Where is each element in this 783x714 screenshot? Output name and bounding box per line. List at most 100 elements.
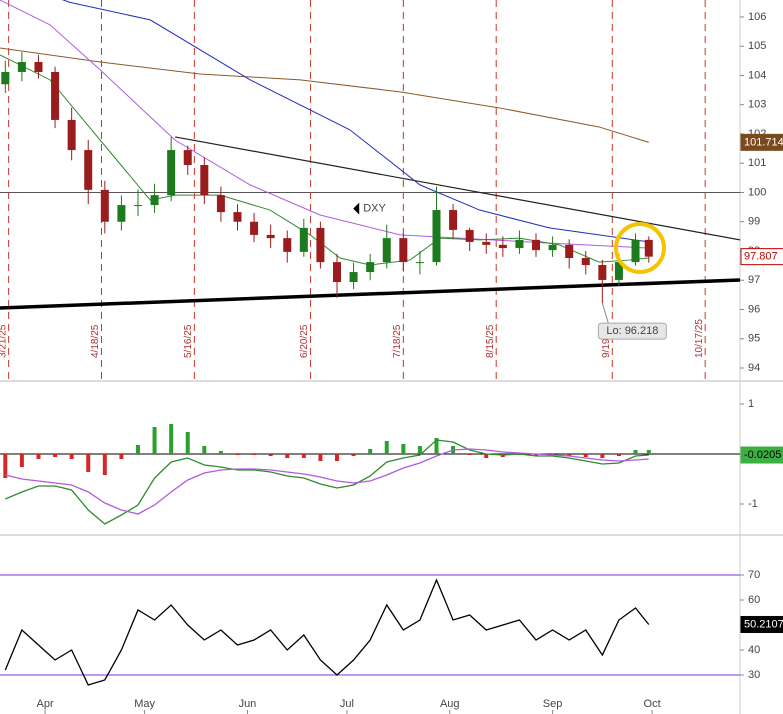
histogram-bar xyxy=(534,454,539,456)
histogram-bar xyxy=(368,449,373,454)
x-tick-label: Aug xyxy=(440,698,460,710)
y-tick-label: 101 xyxy=(748,157,766,169)
histogram-bar xyxy=(384,441,389,454)
candle-body xyxy=(150,195,159,206)
candle-body xyxy=(51,71,60,120)
histogram-bar xyxy=(36,454,41,459)
candle-body xyxy=(283,238,292,252)
histogram-bar xyxy=(218,451,223,454)
y-tick-label: 105 xyxy=(748,40,766,52)
histogram-bar xyxy=(351,454,356,456)
x-tick-label: Oct xyxy=(644,698,661,710)
annotation-marker xyxy=(353,202,360,215)
histogram-bar xyxy=(285,454,290,458)
histogram-bar xyxy=(119,454,124,459)
annotation-connector xyxy=(601,302,609,324)
candle-body xyxy=(200,164,209,196)
histogram-bar xyxy=(301,454,306,458)
annotation-label: Lo: 96.218 xyxy=(606,325,658,337)
histogram-bar xyxy=(152,427,157,454)
candle-body xyxy=(644,239,653,257)
y-tick-label: 100 xyxy=(748,186,766,198)
histogram-bar xyxy=(334,454,339,461)
y-tick-label: 103 xyxy=(748,99,766,111)
histogram-bar xyxy=(135,445,140,454)
date-label: 8/15/25 xyxy=(485,324,496,358)
date-label: 9/19/ xyxy=(601,336,612,358)
candle-body xyxy=(631,239,640,263)
histogram-bar xyxy=(185,432,190,454)
last-value-label: 50.2107 xyxy=(744,618,783,630)
y-tick-label: 99 xyxy=(748,216,760,228)
histogram-bar xyxy=(53,454,58,457)
y-tick-label: 96 xyxy=(748,303,760,315)
x-tick-label: Jun xyxy=(239,698,257,710)
histogram-bar xyxy=(646,450,651,454)
candle-body xyxy=(67,119,76,151)
series-line xyxy=(5,439,649,525)
y-tick-label: 30 xyxy=(748,669,760,681)
panel xyxy=(0,574,740,686)
candle-body xyxy=(183,150,192,165)
series-line xyxy=(5,448,649,515)
date-label: 5/16/25 xyxy=(183,324,194,358)
candle-body xyxy=(17,62,26,72)
candle-body xyxy=(316,227,325,263)
y-tick-label: 95 xyxy=(748,333,760,345)
candle-body xyxy=(34,62,43,72)
annotation-box xyxy=(597,322,667,340)
candle-body xyxy=(332,262,341,283)
last-value-box xyxy=(740,446,783,464)
histogram-bar xyxy=(69,454,74,459)
histogram-bar xyxy=(318,454,323,461)
candle-body xyxy=(250,221,259,235)
panel xyxy=(0,424,740,525)
histogram-bar xyxy=(417,446,422,454)
candle-body xyxy=(614,262,623,280)
candle-body xyxy=(515,239,524,249)
last-value-box xyxy=(740,615,783,633)
series-line xyxy=(4,578,650,686)
histogram-bar xyxy=(434,438,439,454)
candle-body xyxy=(167,150,176,196)
candle-body xyxy=(84,150,93,190)
histogram-bar xyxy=(169,424,174,454)
y-tick-label: 106 xyxy=(748,11,766,23)
candle-body xyxy=(133,205,142,207)
y-tick-label: 40 xyxy=(748,644,760,656)
x-tick-label: Sep xyxy=(543,698,563,710)
candle-body xyxy=(382,238,391,263)
date-label: 4/18/25 xyxy=(90,324,101,358)
date-label: 10/17/25 xyxy=(694,319,705,358)
histogram-bar xyxy=(202,446,207,454)
candle-body xyxy=(299,227,308,252)
trendline xyxy=(0,278,740,310)
candle-body xyxy=(117,205,126,222)
histogram-bar xyxy=(484,454,489,458)
histogram-bar xyxy=(633,450,638,454)
histogram-bar xyxy=(252,454,257,455)
candle-body xyxy=(598,265,607,280)
candle-body xyxy=(216,195,225,213)
candle-body xyxy=(432,210,441,263)
last-value-label: 97.807 xyxy=(744,251,778,263)
histogram-bar xyxy=(467,454,472,455)
date-label: 7/18/25 xyxy=(392,324,403,358)
y-tick-label: 94 xyxy=(748,362,760,374)
moving-average xyxy=(0,0,649,249)
date-label: 6/20/25 xyxy=(299,324,310,358)
candle-body xyxy=(1,71,10,85)
candle-body xyxy=(465,229,474,242)
histogram-bar xyxy=(401,444,406,454)
annotation-label: DXY xyxy=(363,202,386,214)
y-tick-label: 1 xyxy=(748,398,754,410)
highlight-circle xyxy=(614,222,666,274)
histogram-bar xyxy=(600,454,605,458)
candle-body xyxy=(498,244,507,249)
plot-layer xyxy=(0,0,740,686)
histogram-bar xyxy=(86,454,91,472)
candle-body xyxy=(548,244,557,251)
candle-body xyxy=(415,262,424,264)
